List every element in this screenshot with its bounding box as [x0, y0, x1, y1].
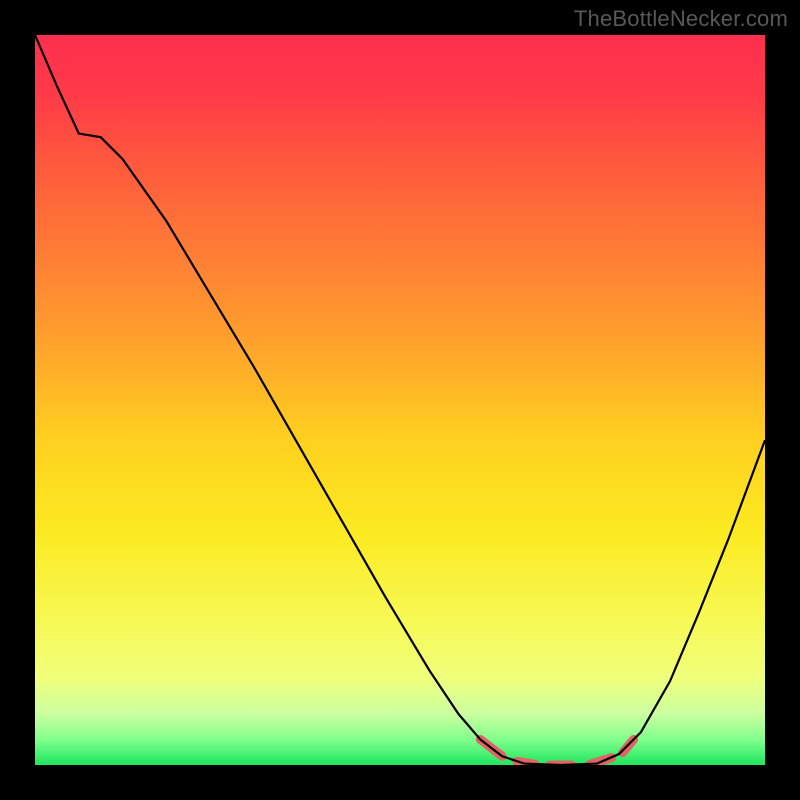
plot-area: [35, 35, 765, 765]
chart-curve-layer: [35, 35, 765, 765]
watermark-text: TheBottleNecker.com: [574, 6, 788, 32]
bottleneck-curve: [35, 35, 765, 765]
